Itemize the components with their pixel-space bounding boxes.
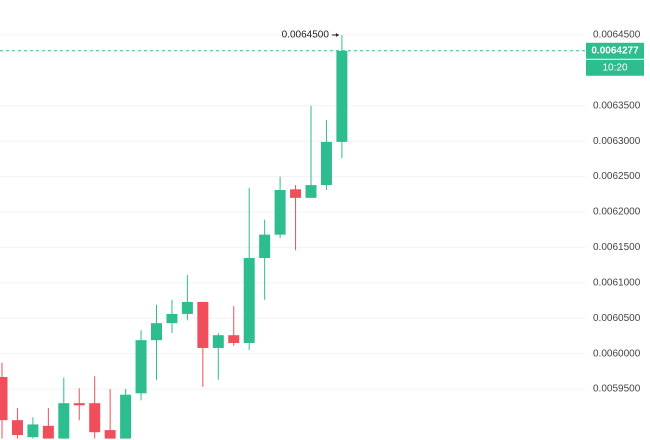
y-tick-label: 0.0061000 xyxy=(593,277,641,288)
candle-body xyxy=(197,301,209,348)
high-annotation: 0.0064500 xyxy=(282,30,330,41)
y-tick-label: 0.0064500 xyxy=(593,30,641,41)
last-price-box xyxy=(586,42,644,59)
candle-body xyxy=(259,234,271,259)
candle-body xyxy=(228,335,240,343)
countdown-box xyxy=(586,59,644,76)
candle-body xyxy=(305,185,317,198)
candle-body xyxy=(336,50,348,142)
candle-body xyxy=(104,430,116,439)
candle-body xyxy=(290,189,302,198)
candle-body xyxy=(166,313,178,324)
candle-body xyxy=(243,258,255,343)
candle-body xyxy=(274,190,286,235)
candle-body xyxy=(320,141,332,186)
candle-body xyxy=(11,420,23,436)
y-tick-label: 0.0061500 xyxy=(593,242,641,253)
candle-body xyxy=(120,394,132,439)
candle-body xyxy=(135,340,147,394)
candle-body xyxy=(151,323,162,341)
candle-body xyxy=(181,301,193,314)
high-arrow-head xyxy=(335,32,339,37)
y-tick-label: 0.0060000 xyxy=(593,348,641,359)
y-tick-label: 0.0063500 xyxy=(593,100,641,111)
y-tick-label: 0.0063000 xyxy=(593,136,641,147)
y-tick-label: 0.0059500 xyxy=(593,384,641,395)
last-price-label: 0.0064277 xyxy=(591,45,639,56)
candle-body xyxy=(212,335,224,348)
candle-body xyxy=(27,424,39,438)
candle-body xyxy=(42,425,54,439)
y-tick-label: 0.0060500 xyxy=(593,313,641,324)
candle-body xyxy=(58,403,70,439)
candle-body xyxy=(0,376,8,421)
candle-body xyxy=(73,403,85,406)
candle-body xyxy=(89,403,101,433)
y-tick-label: 0.0062500 xyxy=(593,171,641,182)
y-tick-label: 0.0062000 xyxy=(593,207,641,218)
countdown-label: 10:20 xyxy=(602,62,627,73)
